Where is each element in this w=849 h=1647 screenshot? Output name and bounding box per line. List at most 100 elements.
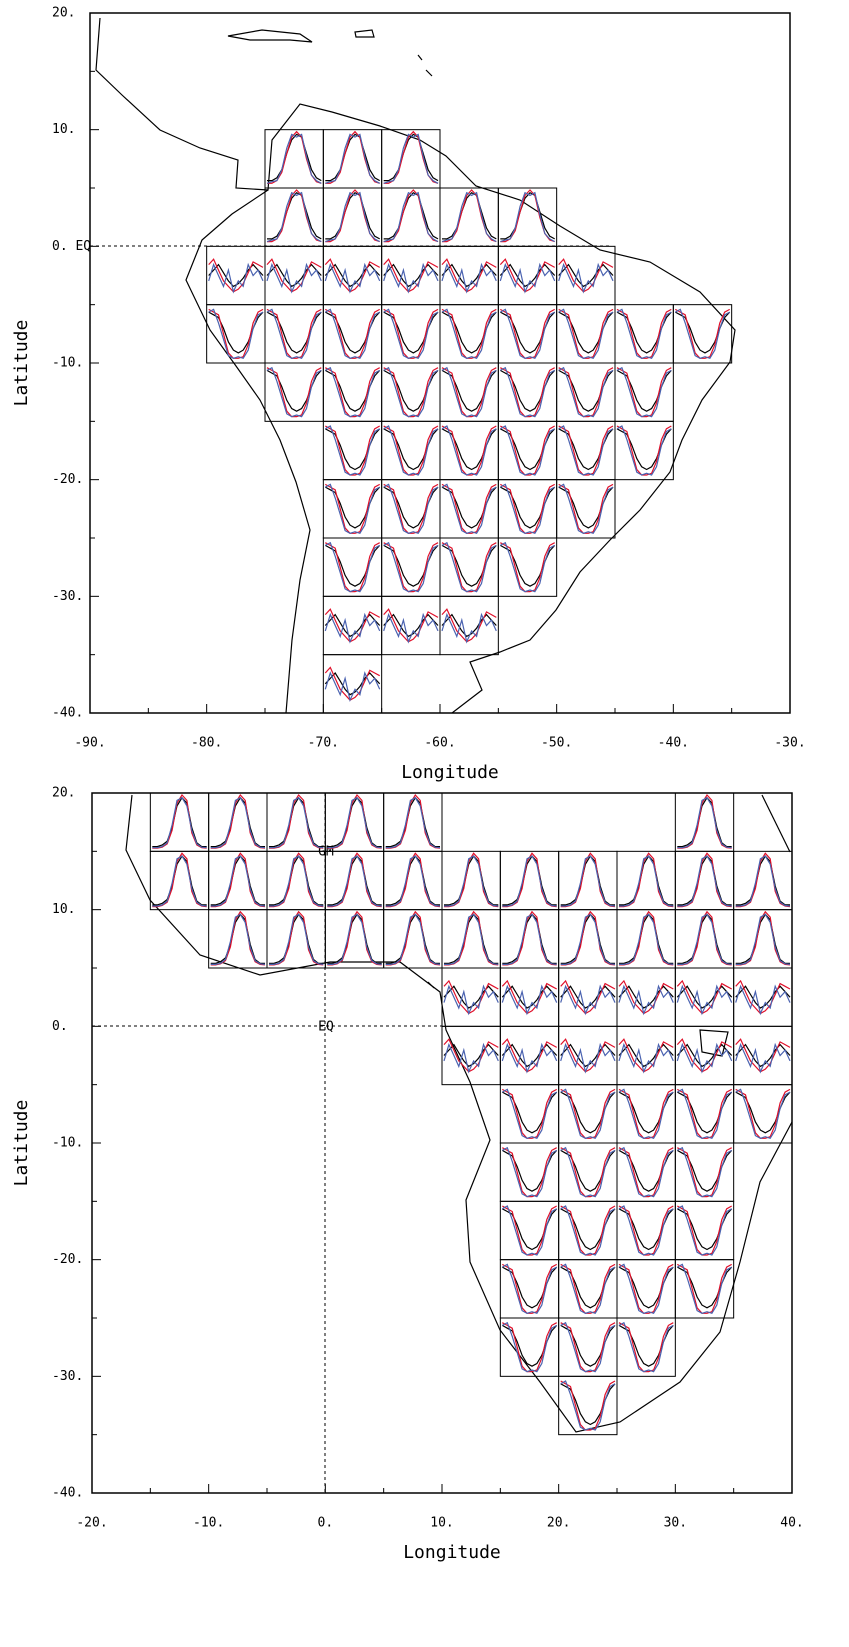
cell-curve xyxy=(560,1322,616,1373)
y-tick-label: 20. xyxy=(52,786,75,801)
grid-cell xyxy=(616,967,676,1027)
cell-curve xyxy=(152,855,207,906)
cell-curve xyxy=(266,258,322,293)
cell-curve xyxy=(500,483,555,534)
cell-curve xyxy=(152,855,207,907)
cell-curve xyxy=(324,258,380,293)
grid-cell xyxy=(558,1375,618,1436)
grid-cell xyxy=(441,1025,501,1086)
cell-curve xyxy=(210,796,265,848)
cell-curve xyxy=(443,984,499,1016)
cell-curve xyxy=(266,191,322,243)
cell-curve xyxy=(675,308,730,359)
cell-curve xyxy=(735,910,791,966)
cell-curve xyxy=(501,985,558,1009)
y-axis-title: Latitude xyxy=(11,1100,32,1187)
y-tick-label: -10. xyxy=(52,356,83,371)
cell-curve xyxy=(269,796,324,849)
cell-curve xyxy=(677,1205,732,1256)
cell-curve xyxy=(442,191,497,240)
cell-curve xyxy=(383,541,439,593)
cell-curve xyxy=(500,308,555,360)
cell-curve xyxy=(443,985,499,1009)
cell-curve xyxy=(266,367,322,418)
cell-curve xyxy=(500,542,555,593)
cell-curve xyxy=(327,794,382,849)
cell-curve xyxy=(441,191,497,243)
cell-curve xyxy=(618,984,674,1016)
grid-cell xyxy=(614,420,674,481)
cell-curve xyxy=(558,483,614,535)
y-axis-title: Latitude xyxy=(11,320,32,407)
cell-curve xyxy=(324,613,381,638)
grid-cell xyxy=(381,595,441,656)
coastline xyxy=(227,29,433,77)
cell-curve xyxy=(501,979,557,1015)
cell-curve xyxy=(383,191,439,243)
cell-curve xyxy=(441,367,497,418)
cell-curve xyxy=(325,308,380,360)
x-tick-label: 20. xyxy=(547,1516,570,1531)
cell-curve xyxy=(444,910,499,966)
cell-curve xyxy=(444,913,499,964)
y-tick-label: -40. xyxy=(52,706,83,721)
cell-curve xyxy=(677,910,732,966)
cell-curve xyxy=(441,258,497,293)
cell-curve xyxy=(441,542,497,593)
cell-curve xyxy=(500,191,555,240)
cell-curve xyxy=(383,258,439,293)
cell-curve xyxy=(676,1038,732,1073)
cell-curve xyxy=(443,979,499,1015)
x-tick-label: -40. xyxy=(658,736,689,751)
cell-curve xyxy=(560,855,615,906)
y-tick-label: 0. xyxy=(52,1019,68,1034)
cell-curve xyxy=(502,1205,557,1256)
cell-curve xyxy=(383,308,439,360)
cell-curve xyxy=(499,263,556,288)
cell-curve xyxy=(618,1322,674,1373)
y-tick-label: 10. xyxy=(52,122,75,137)
cell-curve xyxy=(383,133,439,182)
cell-curve xyxy=(441,308,497,359)
cell-curve xyxy=(735,855,791,907)
cell-curve xyxy=(560,1038,616,1073)
grid-cell xyxy=(206,245,266,306)
cell-curve xyxy=(441,308,497,360)
grid-cell xyxy=(733,967,793,1027)
cell-curve xyxy=(152,796,207,848)
cell-curve xyxy=(152,852,207,908)
cell-curve xyxy=(325,367,380,418)
grid-cell xyxy=(616,1317,676,1377)
cell-curve xyxy=(676,979,732,1015)
x-tick-label: 30. xyxy=(664,1516,687,1531)
cell-curve xyxy=(560,985,616,1009)
cell-curve xyxy=(616,425,672,476)
cell-curve xyxy=(618,1205,674,1256)
cell-curve xyxy=(735,855,790,906)
x-tick-label: -20. xyxy=(76,1516,107,1531)
cell-curve xyxy=(441,262,497,294)
cell-curve xyxy=(325,542,380,593)
coastline xyxy=(185,189,311,714)
cell-curve xyxy=(267,191,322,240)
cell-curve xyxy=(385,910,441,966)
cell-curve xyxy=(677,855,732,907)
cell-curve xyxy=(383,133,439,184)
grid-cell xyxy=(497,245,558,306)
cell-curve xyxy=(500,308,555,359)
cell-curve xyxy=(208,308,264,360)
cell-curve xyxy=(502,1088,557,1140)
cell-curve xyxy=(325,130,380,184)
grid-cell xyxy=(322,595,383,656)
cell-curve xyxy=(441,366,497,418)
cell-curve xyxy=(266,262,322,294)
cell-curve xyxy=(616,308,672,360)
cell-curve xyxy=(618,1147,674,1198)
cell-curve xyxy=(558,367,614,418)
cell-curve xyxy=(325,133,380,182)
cell-curve xyxy=(502,852,557,908)
cell-curve xyxy=(269,910,324,966)
cell-curve xyxy=(152,796,207,849)
cell-curve xyxy=(383,483,439,535)
grid-cell xyxy=(441,967,501,1027)
